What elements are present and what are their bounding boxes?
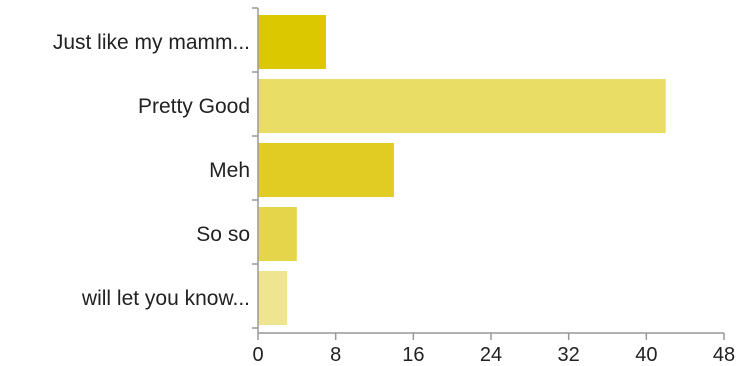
x-tick-label-6: 48 (713, 344, 735, 366)
bar-4 (258, 271, 288, 325)
category-labels: Just like my mamm... Pretty Good Meh So so w… (53, 31, 250, 310)
x-tick-label-3: 24 (480, 344, 502, 366)
x-tick-label-0: 0 (252, 344, 263, 366)
category-label-0: Just like my mamm... (53, 31, 250, 54)
axes-layer (252, 7, 725, 340)
category-label-3: So so (196, 223, 250, 246)
bar-2 (258, 143, 394, 197)
x-tick-label-5: 40 (635, 344, 657, 366)
category-label-1: Pretty Good (138, 95, 250, 118)
bar-0 (258, 15, 326, 69)
category-label-2: Meh (209, 159, 250, 182)
bar-1 (258, 79, 666, 133)
bar-3 (258, 207, 297, 261)
x-tick-label-1: 8 (330, 344, 341, 366)
bars-layer (258, 15, 666, 325)
x-tick-labels: 0 8 16 24 32 40 48 (252, 344, 735, 366)
x-tick-label-4: 32 (558, 344, 580, 366)
category-label-4: will let you know... (81, 287, 250, 310)
x-tick-label-2: 16 (402, 344, 424, 366)
